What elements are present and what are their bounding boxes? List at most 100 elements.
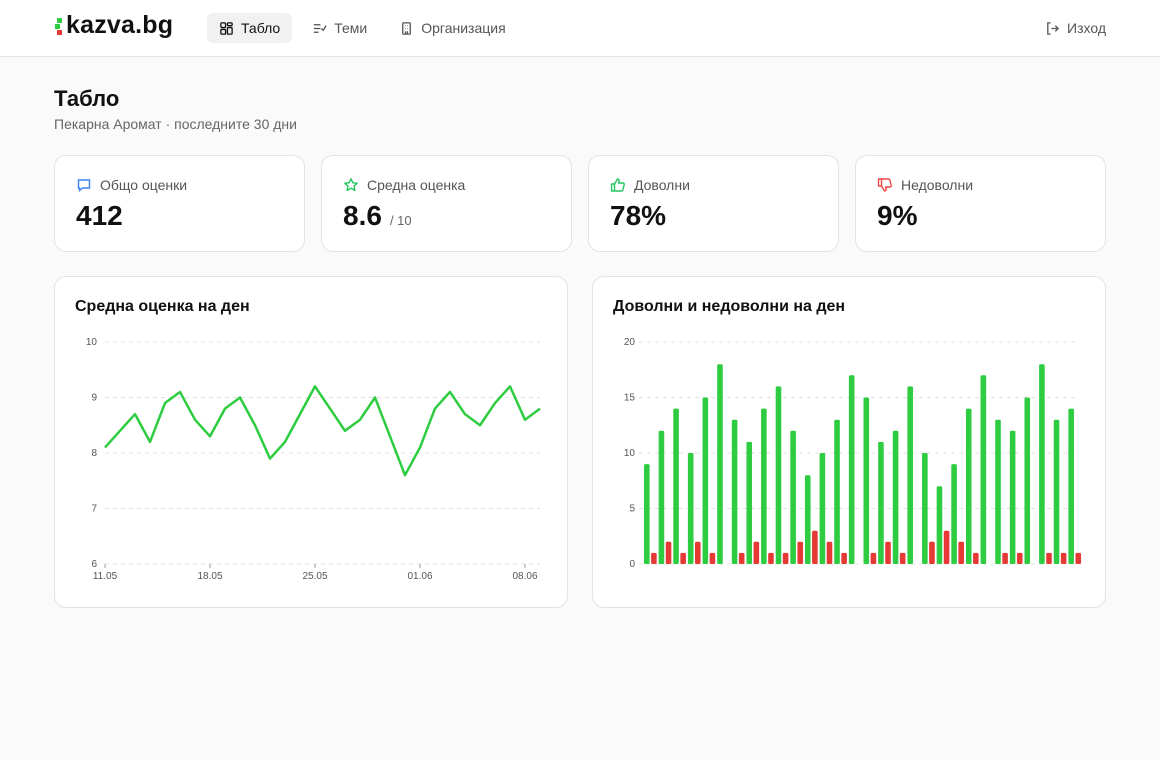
stat-value: 412 [76, 200, 123, 231]
bar-satisfied [834, 419, 840, 564]
bar-satisfied [761, 408, 767, 564]
bar-dissatisfied [870, 552, 877, 564]
page-subtitle: Пекарна Аромат · последните 30 дни [54, 116, 297, 132]
main-navigation: Табло Теми Организация [207, 13, 518, 43]
stat-value: 78% [610, 200, 667, 231]
logout-button[interactable]: Изход [1045, 13, 1106, 43]
bar-satisfied [644, 464, 650, 564]
y-tick-label: 8 [91, 448, 97, 459]
bar-satisfied [1068, 408, 1074, 564]
bar-dissatisfied [738, 552, 745, 564]
bar-dissatisfied [943, 530, 950, 564]
y-tick-label: 7 [91, 504, 97, 515]
bar-satisfied [1024, 397, 1031, 564]
stat-value: 8.6 [343, 200, 382, 231]
bar-satisfied [980, 375, 987, 564]
stat-label-row: Недоволни [877, 177, 973, 193]
bar-dissatisfied [929, 541, 935, 564]
y-tick-label: 9 [91, 393, 97, 404]
bar-dissatisfied [782, 552, 789, 564]
y-tick-label: 20 [624, 337, 636, 348]
bar-satisfied [819, 453, 826, 564]
stat-label: Доволни [634, 177, 690, 193]
stat-card-satisfied: Доволни 78% [588, 155, 839, 252]
stat-value-row: 78% [610, 200, 666, 232]
bar-dissatisfied [665, 541, 672, 564]
stat-card-total-ratings: Общо оценки 412 [54, 155, 305, 252]
y-tick-label: 15 [624, 393, 636, 404]
bar-dissatisfied [1060, 552, 1067, 564]
bar-satisfied [746, 441, 753, 564]
bar-dissatisfied [885, 541, 891, 564]
bar-satisfied [922, 453, 928, 564]
bar-satisfied [848, 375, 855, 564]
bar-dissatisfied [958, 541, 964, 564]
nav-item-label: Табло [241, 20, 281, 36]
bar-satisfied [878, 441, 884, 564]
x-tick-label: 18.05 [197, 571, 222, 582]
x-tick-label: 01.06 [407, 571, 432, 582]
nav-item-label: Организация [421, 20, 506, 36]
thumbs-up-icon [610, 178, 625, 192]
bar-satisfied [892, 430, 899, 564]
y-tick-label: 10 [86, 337, 98, 348]
bar-dissatisfied [841, 552, 847, 564]
bar-dissatisfied [753, 541, 760, 564]
bar-dissatisfied [899, 552, 906, 564]
bar-dissatisfied [826, 541, 833, 564]
logout-icon [1047, 21, 1060, 35]
brand-logo[interactable]: kazva.bg [53, 11, 173, 40]
logout-label: Изход [1067, 20, 1106, 36]
bar-satisfied [702, 397, 709, 564]
bar-satisfied [1039, 364, 1045, 564]
logo-mark-icon [55, 17, 62, 35]
bar-satisfied [907, 386, 913, 564]
nav-item-label: Теми [334, 20, 368, 36]
building-icon [402, 21, 412, 35]
thumbs-down-icon [877, 178, 892, 192]
series-line [104, 385, 541, 477]
stat-label: Недоволни [901, 177, 974, 193]
nav-item-dashboard[interactable]: Табло [207, 13, 293, 43]
y-tick-label: 6 [91, 559, 97, 570]
stat-suffix: / 10 [389, 213, 412, 228]
stat-label-row: Общо оценки [76, 177, 187, 193]
bar-dissatisfied [797, 541, 804, 564]
stat-value: 9% [877, 200, 918, 231]
bar-satisfied [1053, 419, 1060, 564]
bar-dissatisfied [695, 541, 701, 564]
stat-label: Средна оценка [367, 177, 466, 193]
satisfaction-chart-card: Доволни и недоволни на ден 20 15 10 5 0 [592, 276, 1106, 608]
stat-value-row: 9% [877, 200, 917, 232]
star-icon [344, 178, 358, 192]
page-title: Табло [54, 86, 120, 111]
bar-dissatisfied [1016, 552, 1023, 564]
topics-list-icon [314, 23, 327, 33]
bar-satisfied [804, 475, 811, 564]
stat-card-average-rating: Средна оценка 8.6 / 10 [321, 155, 572, 252]
stat-label-row: Доволни [610, 177, 690, 193]
nav-item-organization[interactable]: Организация [387, 13, 517, 43]
dashboard-grid-icon [220, 21, 233, 35]
bar-satisfied [965, 408, 972, 564]
bar-satisfied [790, 430, 796, 564]
bar-satisfied [775, 386, 782, 564]
bar-satisfied [658, 430, 665, 564]
bar-dissatisfied [651, 552, 657, 564]
bar-dissatisfied [1002, 552, 1008, 564]
stat-label: Общо оценки [100, 177, 188, 193]
stat-value-row: 8.6 / 10 [343, 200, 412, 232]
y-tick-label: 10 [624, 448, 636, 459]
bar-dissatisfied [1046, 552, 1052, 564]
bar-satisfied [995, 419, 1001, 564]
bar-dissatisfied [709, 552, 716, 564]
bar-satisfied [951, 464, 957, 564]
bar-dissatisfied [768, 552, 774, 564]
x-tick-label: 11.05 [93, 571, 118, 582]
stat-card-dissatisfied: Недоволни 9% [855, 155, 1106, 252]
y-tick-label: 0 [629, 559, 635, 570]
nav-item-topics[interactable]: Теми [300, 13, 379, 43]
brand-name: kazva.bg [66, 11, 174, 39]
average-rating-chart-card: Средна оценка на ден 10 9 8 7 6 11.05 18.05 25.… [54, 276, 568, 608]
satisfaction-bar-chart: 20 15 10 5 0 [624, 337, 1082, 570]
